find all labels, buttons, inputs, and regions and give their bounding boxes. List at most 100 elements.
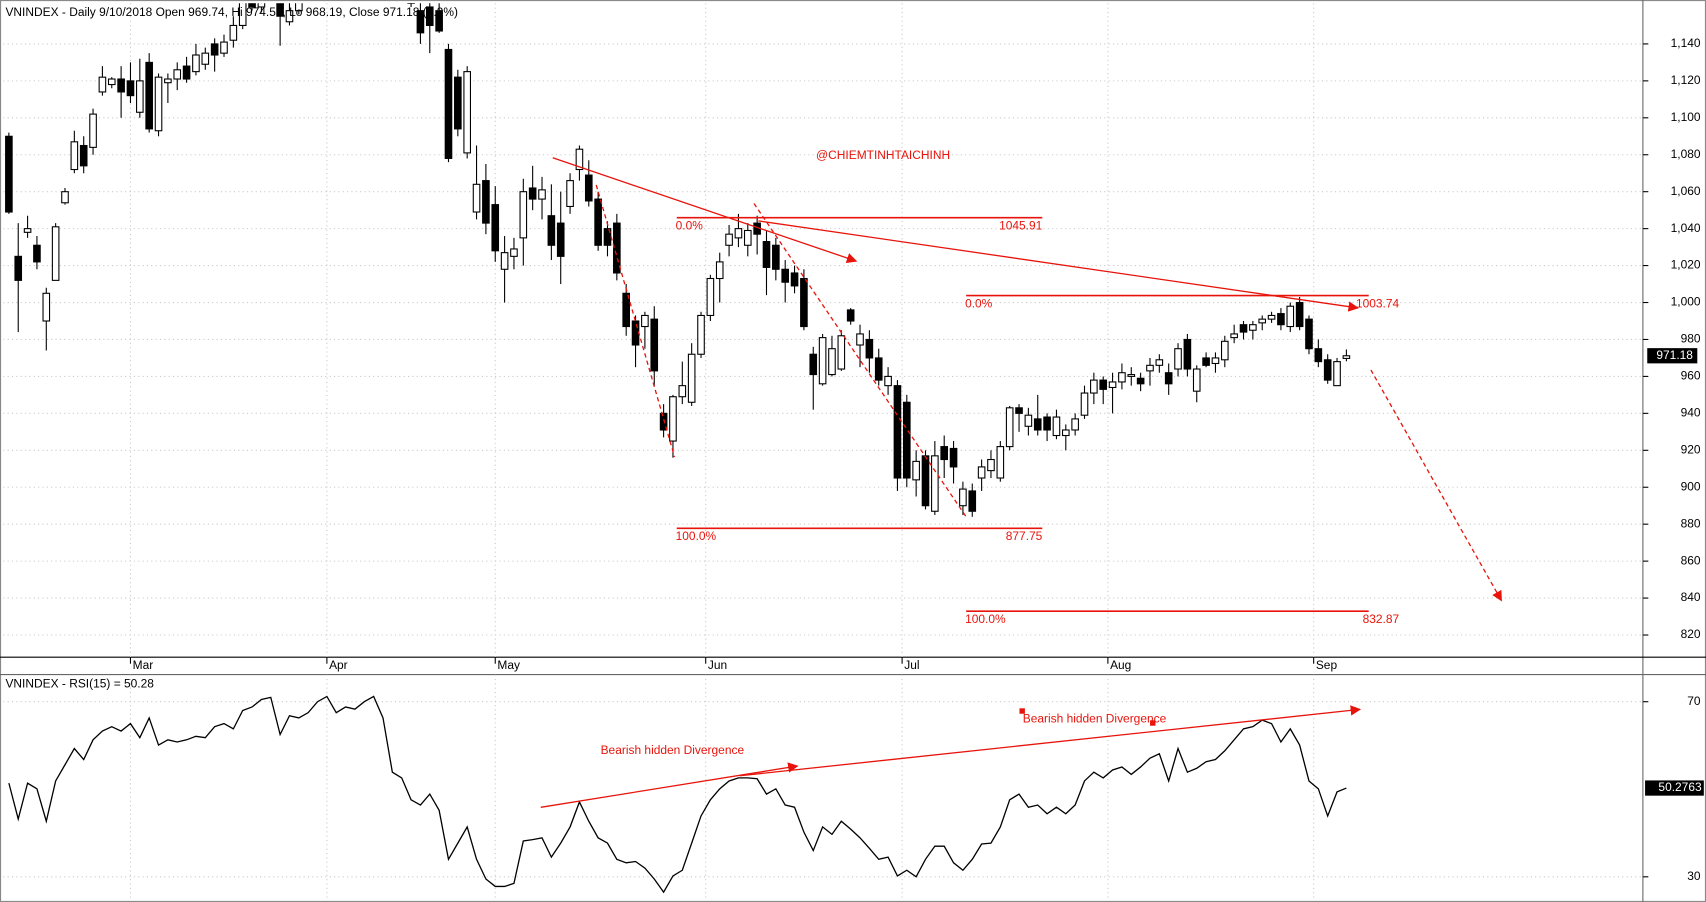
candle-body (14, 255, 23, 281)
candle-body (145, 61, 153, 130)
candle-body (1090, 379, 1098, 394)
y-tick-label: 840 (1681, 590, 1701, 604)
candle-body (33, 244, 41, 263)
candle-body (1033, 418, 1042, 431)
candle-body (257, 3, 266, 8)
x-tick-label: Sep (1316, 658, 1338, 672)
y-tick-label: 1,040 (1671, 221, 1701, 235)
x-tick-label: Apr (329, 658, 348, 672)
candle-body (173, 69, 182, 80)
fib-pct-label: 0.0% (676, 219, 704, 233)
fib-pct-label: 100.0% (676, 529, 717, 543)
annotation: @CHIEMTINHTAICHINH (816, 148, 950, 162)
candle-body (1202, 357, 1210, 366)
chart-title: VNINDEX - Daily 9/10/2018 Open 969.74, H… (5, 5, 458, 19)
candle-body (809, 353, 818, 376)
candle-body (238, 3, 247, 26)
y-tick-label: 960 (1681, 369, 1701, 383)
candle-body (566, 180, 574, 208)
candle-body (70, 141, 79, 171)
candle-body (781, 268, 790, 283)
candle-body (996, 446, 1005, 479)
candle-body (865, 338, 874, 359)
candle-body (5, 135, 13, 213)
candle-body (79, 144, 88, 167)
candle-body (575, 148, 584, 171)
y-tick-label: 820 (1681, 627, 1701, 641)
candle-body (285, 10, 294, 23)
x-tick-label: May (497, 658, 520, 672)
candle-body (725, 233, 733, 246)
candle-body (762, 241, 771, 268)
candle-body (1024, 414, 1033, 427)
y-tick-label: 1,000 (1671, 295, 1701, 309)
candle-body (192, 54, 200, 73)
candle-body (613, 222, 621, 274)
candle-body (491, 204, 500, 252)
y-tick-label: 920 (1681, 442, 1701, 456)
trend-line (758, 220, 1359, 312)
y-tick-label: 1,100 (1671, 110, 1701, 124)
candle-body (117, 78, 125, 93)
trend-line (595, 184, 676, 458)
candle-body (687, 353, 696, 403)
marker-dot (1019, 708, 1025, 714)
candle-body (1239, 324, 1248, 333)
fib-value-label: 1003.74 (1356, 296, 1400, 310)
candle-body (1118, 372, 1126, 383)
x-tick-label: Mar (133, 658, 154, 672)
candle-body (444, 48, 453, 159)
candle-body (425, 6, 434, 26)
candle-body (1174, 348, 1182, 370)
candle-body (435, 10, 443, 32)
candle-body (818, 337, 827, 385)
candle-body (210, 43, 219, 56)
y-tick-label: 900 (1681, 479, 1701, 493)
candle-body (706, 277, 715, 316)
candle-body (51, 226, 60, 281)
candle-body (622, 292, 631, 328)
candle-body (697, 314, 705, 355)
candle-body (828, 348, 836, 376)
candle-body (1192, 368, 1201, 392)
candle-body (949, 447, 958, 468)
candle-body (584, 174, 593, 202)
candle-body (201, 52, 210, 65)
x-tick-label: Aug (1110, 658, 1131, 672)
candle-body (790, 272, 799, 287)
fib-pct-label: 100.0% (965, 612, 1006, 626)
candle-body (1211, 357, 1220, 365)
trend-line (753, 203, 967, 518)
candle-body (482, 180, 490, 224)
candle-body (940, 446, 949, 461)
annotation: Bearish hidden Divergence (601, 743, 745, 757)
candle-body (1286, 305, 1295, 328)
last-value-box (1645, 780, 1704, 796)
candle-body (772, 244, 780, 270)
candle-body (837, 335, 846, 370)
candle-body (1164, 372, 1173, 385)
candle-body (98, 76, 107, 93)
candle-body (472, 183, 481, 213)
candle-body (1295, 301, 1304, 328)
candle-body (1323, 359, 1332, 381)
candle-body (1127, 374, 1136, 377)
candle-body (1314, 348, 1323, 363)
candle-body (1277, 313, 1285, 326)
x-tick-label: Jun (708, 658, 727, 672)
candle-body (1015, 407, 1023, 414)
price-plot (3, 3, 1643, 658)
candle-body (669, 396, 677, 442)
candle-body (164, 78, 172, 84)
candle-body (678, 385, 687, 398)
candle-body (1333, 361, 1341, 387)
candle-body (154, 76, 163, 132)
candle-body (856, 333, 864, 346)
candle-body (107, 78, 116, 86)
marker-dot (1150, 720, 1156, 726)
candle-body (931, 455, 939, 512)
candle-body (1342, 355, 1351, 359)
candle-body (23, 228, 32, 233)
